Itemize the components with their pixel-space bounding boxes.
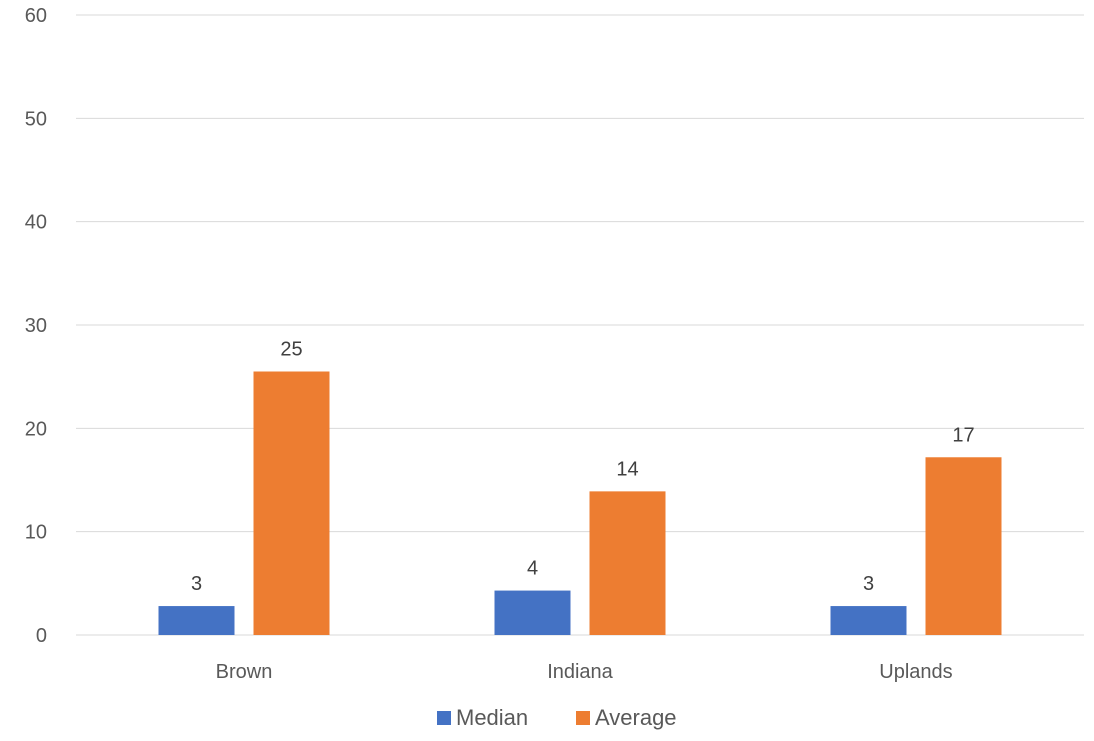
data-label-median-indiana: 4 <box>527 558 538 580</box>
y-tick-label: 10 <box>25 522 47 544</box>
y-tick-label: 40 <box>25 212 47 234</box>
category-label-indiana: Indiana <box>547 661 613 683</box>
data-label-median-uplands: 3 <box>863 573 874 595</box>
bars <box>158 371 1002 635</box>
y-tick-label: 50 <box>25 108 47 130</box>
data-labels: 3 25 4 14 3 17 <box>191 339 975 596</box>
data-label-average-uplands: 17 <box>952 424 974 446</box>
category-label-brown: Brown <box>216 661 273 683</box>
gridlines <box>76 14 1084 636</box>
data-label-median-brown: 3 <box>191 573 202 595</box>
bar-average-uplands <box>925 457 1002 635</box>
y-tick-label: 30 <box>25 315 47 337</box>
legend: Median Average <box>437 705 677 730</box>
data-label-average-indiana: 14 <box>616 458 638 480</box>
legend-label-average: Average <box>595 705 677 730</box>
y-axis-tick-labels: 0 10 20 30 40 50 60 <box>25 5 47 647</box>
category-label-uplands: Uplands <box>879 661 952 683</box>
bar-median-brown <box>158 606 235 635</box>
bar-median-indiana <box>494 590 571 635</box>
bar-average-brown <box>253 371 330 635</box>
bar-median-uplands <box>830 606 907 635</box>
data-label-average-brown: 25 <box>280 339 302 361</box>
y-tick-label: 0 <box>36 625 47 647</box>
legend-label-median: Median <box>456 705 528 730</box>
bar-average-indiana <box>589 491 666 635</box>
legend-swatch-median <box>437 711 451 725</box>
y-tick-label: 20 <box>25 418 47 440</box>
legend-swatch-average <box>576 711 590 725</box>
y-tick-label: 60 <box>25 5 47 27</box>
x-axis-category-labels: Brown Indiana Uplands <box>216 661 953 683</box>
